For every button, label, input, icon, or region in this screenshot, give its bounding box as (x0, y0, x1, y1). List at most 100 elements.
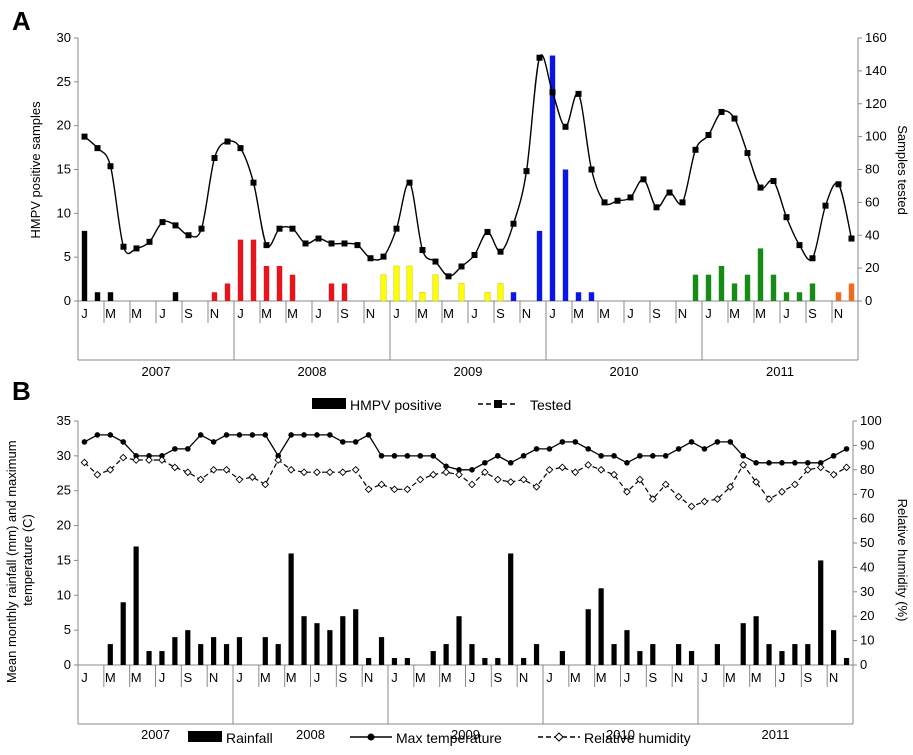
hmpv-positive-bar (458, 283, 465, 302)
a-y2tick-label: 120 (865, 96, 887, 111)
hmpv-positive-bar (588, 292, 595, 301)
b-y2tick-label: 80 (860, 462, 874, 477)
rainfall-bar (430, 651, 436, 665)
samples-tested-point (341, 240, 348, 247)
max-temperature-point (365, 432, 372, 438)
a-month-label: S (652, 306, 661, 321)
a-year-label: 2007 (142, 364, 171, 379)
relative-humidity-point (403, 485, 412, 494)
relative-humidity-point (687, 502, 696, 511)
relative-humidity-point (442, 468, 450, 477)
samples-tested-point (289, 225, 296, 232)
hmpv-positive-bar (757, 248, 764, 301)
rainfall-bar (236, 637, 243, 665)
a-month-label: M (105, 306, 116, 321)
b-ytick-label: 20 (57, 518, 71, 533)
relative-humidity-point (429, 470, 438, 479)
samples-tested-point (653, 204, 660, 211)
legend-humidity-label: Relative humidity (584, 730, 691, 746)
a-month-label: M (755, 306, 766, 321)
samples-tested-point (393, 225, 400, 232)
rainfall-bar (262, 637, 268, 665)
relative-humidity-point (261, 480, 270, 489)
rainfall-bar (211, 637, 217, 665)
rainfall-bar (688, 651, 695, 665)
max-temperature-point (288, 432, 294, 438)
hmpv-positive-bar (835, 292, 842, 301)
samples-tested-point (679, 199, 686, 206)
rainfall-bar (753, 616, 759, 665)
b-ytick-label: 10 (57, 587, 71, 602)
samples-tested-point (380, 253, 387, 260)
b-y2tick-label: 100 (860, 413, 882, 428)
relative-humidity-point (183, 468, 192, 477)
b-month-label: M (441, 670, 452, 685)
relative-humidity-point (313, 468, 321, 477)
samples-tested-point (458, 263, 465, 270)
relative-humidity-point (610, 470, 618, 479)
samples-tested-point (822, 202, 829, 209)
samples-tested-point (523, 168, 530, 175)
rainfall-bar (327, 630, 333, 665)
b-ytick-label: 35 (57, 413, 71, 428)
b-month-label: J (546, 670, 553, 685)
a-month-label: N (834, 306, 843, 321)
b-month-label: J (391, 670, 398, 685)
hmpv-positive-bar (744, 274, 751, 301)
b-ytick-label: 15 (57, 552, 71, 567)
samples-tested-point (302, 240, 309, 247)
samples-tested-point (601, 199, 608, 206)
samples-tested-point (588, 166, 595, 173)
a-month-label: S (184, 306, 193, 321)
hmpv-positive-bar (107, 292, 114, 301)
a-month-label: J (471, 306, 478, 321)
a-y2tick-label: 20 (865, 260, 879, 275)
max-temperature-point (753, 460, 759, 466)
relative-humidity-point (829, 470, 838, 479)
a-month-label: M (729, 306, 740, 321)
relative-humidity-point (248, 473, 257, 481)
rainfall-bar (366, 658, 372, 665)
rainfall-bar (611, 644, 617, 665)
rainfall-bar (404, 658, 410, 665)
panel-b-y2label: Relative humidity (%) (895, 499, 910, 622)
b-month-label: J (624, 670, 631, 685)
b-month-label: S (338, 670, 347, 685)
b-month-label: S (493, 670, 502, 685)
hmpv-positive-bar (731, 283, 738, 301)
max-temperature-point (792, 460, 798, 466)
a-month-label: J (159, 306, 166, 321)
max-temperature-point (611, 453, 617, 459)
a-month-label: S (496, 306, 505, 321)
max-temperature-point (572, 439, 579, 445)
b-month-label: J (701, 670, 708, 685)
max-temperature-point (430, 453, 437, 459)
b-month-label: M (570, 670, 581, 685)
rainfall-bar (275, 644, 281, 665)
relative-humidity-point (791, 480, 799, 489)
max-temperature-point (146, 453, 152, 459)
max-temperature-point (107, 432, 114, 438)
b-y2tick-label: 50 (860, 535, 874, 550)
relative-humidity-point (287, 465, 295, 474)
b-month-label: N (209, 670, 218, 685)
relative-humidity-point (597, 465, 605, 474)
samples-tested-point (419, 247, 426, 254)
relative-humidity-point (80, 458, 89, 467)
a-y2tick-label: 160 (865, 30, 887, 45)
relative-humidity-point (119, 453, 128, 462)
max-temperature-point (843, 446, 850, 452)
b-month-label: M (105, 670, 116, 685)
relative-humidity-point (196, 475, 205, 484)
legend-maxtemp-marker (367, 733, 375, 741)
samples-tested-point (94, 145, 101, 152)
relative-humidity-point (455, 470, 463, 479)
b-ytick-label: 5 (64, 622, 71, 637)
a-month-label: J (705, 306, 712, 321)
legend-humidity-marker (554, 732, 564, 742)
relative-humidity-point (145, 456, 153, 464)
max-temperature-point (417, 453, 424, 459)
samples-tested-point (575, 90, 582, 97)
samples-tested-point (770, 178, 777, 185)
hmpv-positive-bar (211, 292, 218, 301)
